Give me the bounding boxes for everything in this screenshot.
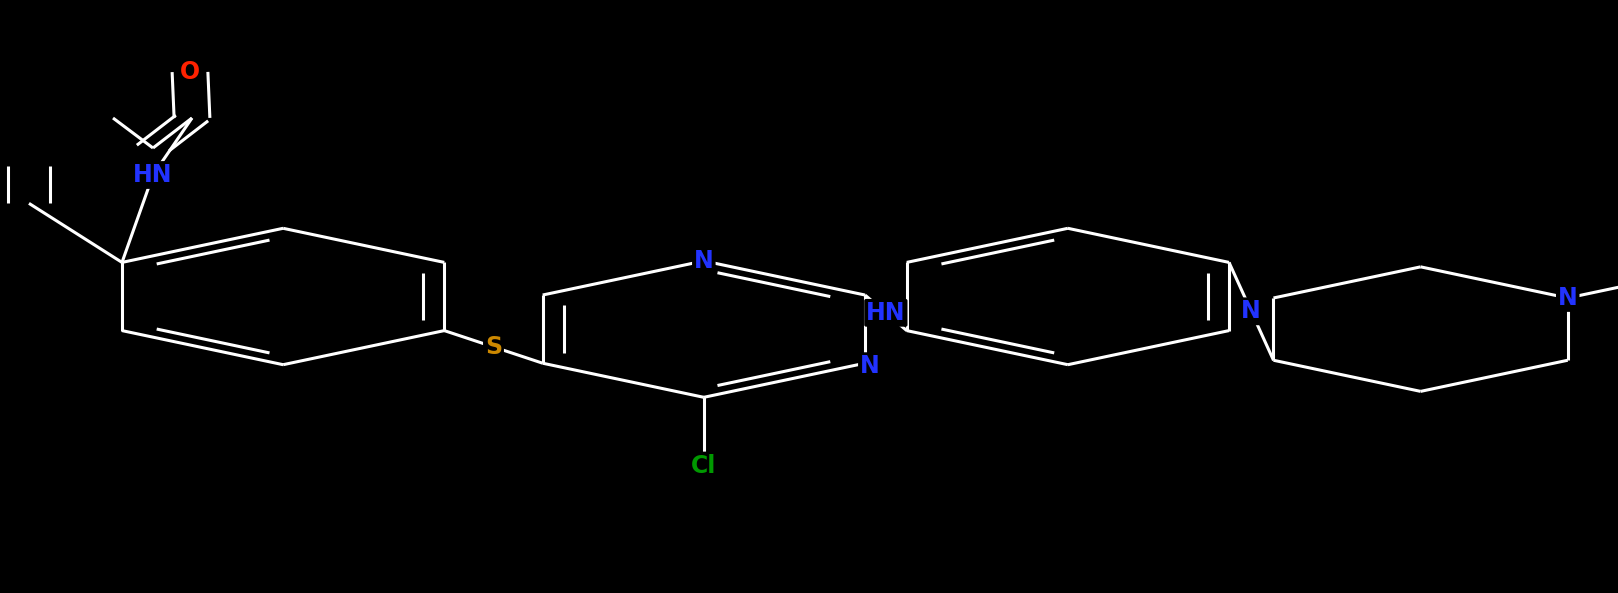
Text: N: N xyxy=(859,354,880,378)
Text: N: N xyxy=(694,249,714,273)
Text: N: N xyxy=(1241,299,1260,323)
Text: Cl: Cl xyxy=(691,454,717,477)
Text: S: S xyxy=(485,335,502,359)
Text: O: O xyxy=(180,60,201,84)
Text: HN: HN xyxy=(866,301,906,325)
Text: HN: HN xyxy=(133,163,173,187)
Text: N: N xyxy=(1558,286,1578,310)
